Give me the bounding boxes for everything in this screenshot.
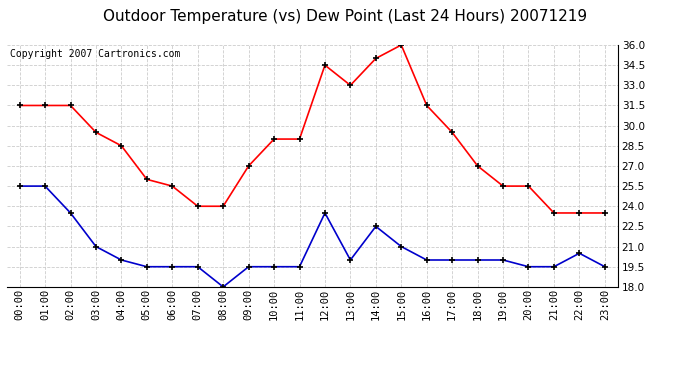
Text: Outdoor Temperature (vs) Dew Point (Last 24 Hours) 20071219: Outdoor Temperature (vs) Dew Point (Last… [103, 9, 587, 24]
Text: Copyright 2007 Cartronics.com: Copyright 2007 Cartronics.com [10, 49, 180, 58]
